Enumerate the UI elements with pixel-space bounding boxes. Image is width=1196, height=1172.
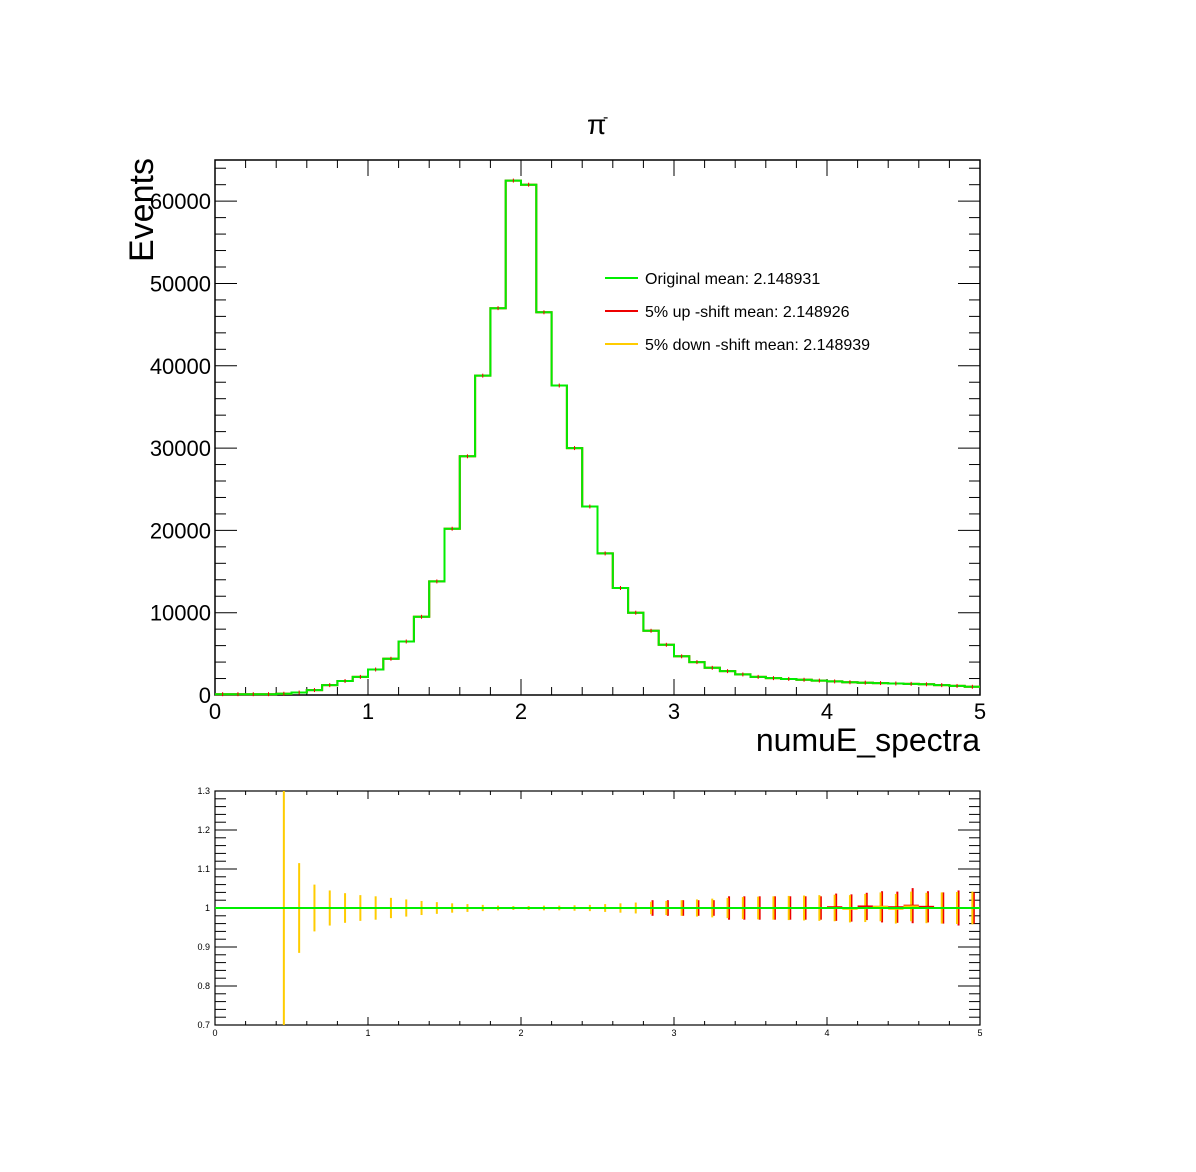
x-tick-label: 3 (668, 699, 680, 724)
chart-title-superscript: - (603, 109, 608, 126)
y-tick-label: 30000 (150, 436, 211, 461)
legend-entry-down-shift: 5% down -shift mean: 2.148939 (605, 337, 870, 354)
ratio-panel: 0.7 0.8 0.9 1 1.1 1.2 1.3 0 1 2 3 4 5 (197, 786, 982, 1038)
main-x-axis: 0 1 2 3 4 5 (209, 160, 986, 724)
histogram-series-0 (215, 179, 980, 696)
ratio-y-tick-label: 1 (205, 903, 210, 913)
legend: Original mean: 2.148931 5% up -shift mea… (605, 271, 870, 354)
main-y-axis: 0 10000 20000 30000 40000 50000 60000 (150, 167, 980, 708)
ratio-y-tick-label: 1.1 (197, 864, 210, 874)
legend-label-original: Original mean: 2.148931 (645, 271, 820, 288)
ratio-y-tick-label: 1.3 (197, 786, 210, 796)
x-tick-label: 2 (515, 699, 527, 724)
ratio-series-group (215, 791, 980, 1025)
ratio-x-tick-label: 2 (518, 1028, 523, 1038)
y-tick-label: 40000 (150, 354, 211, 379)
ratio-x-tick-label: 0 (212, 1028, 217, 1038)
x-tick-label: 1 (362, 699, 374, 724)
y-tick-label: 60000 (150, 189, 211, 214)
x-axis-label: numuE_spectra (756, 722, 980, 758)
x-tick-label: 5 (974, 699, 986, 724)
histogram-series-1 (215, 179, 980, 696)
y-tick-label: 10000 (150, 601, 211, 626)
main-series-group (215, 178, 980, 697)
chart-title: π (587, 109, 606, 140)
ratio-y-tick-label: 0.7 (197, 1020, 210, 1030)
y-tick-label: 0 (199, 683, 211, 708)
ratio-x-tick-label: 1 (365, 1028, 370, 1038)
legend-entry-up-shift: 5% up -shift mean: 2.148926 (605, 304, 850, 321)
ratio-x-tick-label: 5 (977, 1028, 982, 1038)
legend-label-down-shift: 5% down -shift mean: 2.148939 (645, 337, 870, 354)
ratio-x-tick-label: 4 (824, 1028, 829, 1038)
main-histogram-panel: π - 0 10000 20000 30000 40000 50000 60000 0 1 2 3… (123, 109, 986, 758)
histogram-series-2 (215, 179, 980, 696)
x-tick-label: 0 (209, 699, 221, 724)
legend-label-up-shift: 5% up -shift mean: 2.148926 (645, 304, 850, 321)
main-plot-frame (214, 159, 981, 696)
ratio-x-tick-label: 3 (671, 1028, 676, 1038)
y-tick-label: 20000 (150, 518, 211, 543)
ratio-y-tick-label: 1.2 (197, 825, 210, 835)
legend-entry-original: Original mean: 2.148931 (605, 271, 820, 288)
ratio-y-tick-label: 0.8 (197, 981, 210, 991)
ratio-x-axis: 0 1 2 3 4 5 (212, 791, 983, 1038)
y-tick-label: 50000 (150, 271, 211, 296)
x-tick-label: 4 (821, 699, 833, 724)
y-axis-label: Events (123, 158, 161, 262)
ratio-y-tick-label: 0.9 (197, 942, 210, 952)
